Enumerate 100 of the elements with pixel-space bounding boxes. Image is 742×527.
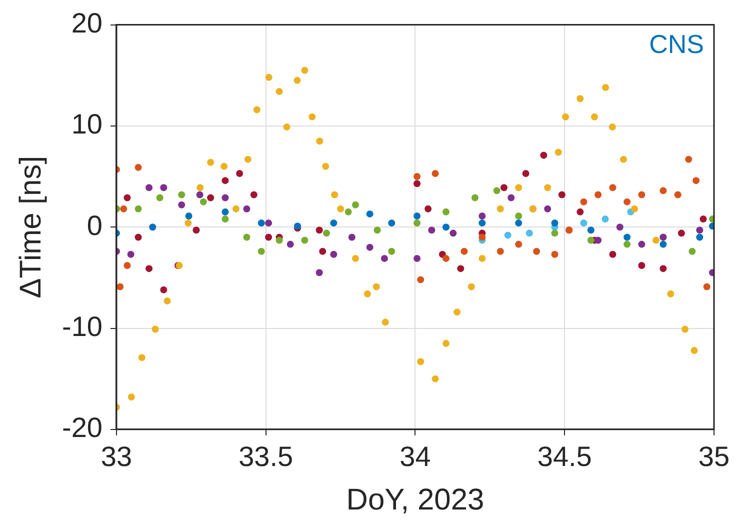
point	[156, 194, 164, 202]
point	[500, 184, 508, 192]
point	[674, 191, 682, 198]
point	[540, 152, 548, 159]
point	[608, 123, 616, 130]
point	[478, 234, 486, 241]
point	[493, 187, 500, 194]
point	[374, 226, 381, 234]
point	[380, 254, 388, 262]
point	[258, 248, 265, 255]
point	[678, 230, 685, 237]
point	[576, 95, 584, 102]
point	[609, 250, 616, 258]
point	[428, 226, 436, 234]
y-tick-label: 10	[71, 108, 102, 140]
point	[236, 170, 244, 177]
y-tick-label: 0	[86, 210, 102, 241]
point	[207, 158, 214, 166]
point	[366, 244, 374, 251]
x-axis-title: DoY, 2023	[346, 483, 484, 516]
point	[244, 156, 252, 163]
y-tick-label: 20	[71, 8, 102, 39]
point	[149, 224, 156, 231]
point	[551, 230, 558, 237]
point	[152, 326, 159, 333]
point	[124, 262, 131, 270]
point	[620, 156, 627, 163]
point	[323, 230, 330, 237]
point	[294, 76, 301, 84]
point	[337, 205, 344, 212]
point	[533, 248, 540, 255]
point	[184, 220, 192, 227]
point	[134, 164, 142, 171]
point	[265, 220, 272, 227]
point	[685, 156, 692, 163]
point	[322, 162, 330, 170]
point	[232, 205, 240, 212]
point	[348, 234, 356, 241]
point	[624, 198, 631, 206]
point	[414, 212, 421, 220]
point	[496, 248, 504, 255]
point	[631, 205, 638, 212]
point	[330, 250, 338, 258]
point	[442, 208, 450, 216]
point	[496, 205, 504, 212]
x-tick-label: 33.5	[238, 440, 294, 472]
point	[120, 205, 128, 212]
point	[660, 240, 667, 248]
x-tick-label: 34	[400, 440, 431, 472]
point	[316, 138, 324, 145]
point	[331, 191, 338, 198]
point	[652, 236, 660, 244]
point	[417, 358, 424, 366]
point	[551, 220, 558, 227]
point	[250, 191, 258, 198]
point	[258, 220, 265, 227]
point	[414, 254, 421, 262]
point	[301, 236, 308, 244]
text: CNS	[649, 28, 704, 59]
point	[700, 216, 707, 223]
y-axis-title: ΔTime [ns]	[14, 156, 48, 298]
point	[146, 184, 153, 192]
point	[587, 226, 594, 234]
point	[382, 318, 389, 326]
point	[457, 265, 464, 272]
point	[253, 106, 260, 114]
point	[222, 216, 229, 223]
point	[554, 148, 562, 156]
point	[138, 354, 146, 362]
point	[696, 234, 704, 241]
point	[432, 170, 439, 177]
point	[587, 236, 594, 244]
point	[468, 283, 475, 290]
point	[364, 290, 371, 298]
point	[508, 194, 515, 202]
x-tick-label: 35	[698, 440, 730, 472]
point	[276, 88, 283, 96]
point	[602, 216, 609, 223]
point	[638, 262, 646, 270]
point	[624, 240, 631, 248]
point	[660, 265, 667, 272]
point	[580, 198, 588, 206]
point	[515, 220, 522, 227]
y-tick-label: -20	[62, 412, 102, 444]
point	[243, 205, 250, 212]
point	[442, 340, 450, 347]
point	[128, 394, 135, 401]
point	[576, 208, 584, 216]
point	[460, 248, 468, 255]
point	[286, 240, 294, 248]
point	[515, 184, 522, 192]
point	[276, 236, 283, 244]
point	[265, 74, 272, 81]
point	[696, 226, 704, 234]
point	[196, 191, 204, 198]
point	[690, 347, 698, 354]
point	[414, 180, 421, 188]
x-tick-label: 34.5	[537, 440, 592, 472]
point	[471, 194, 478, 202]
point	[624, 234, 631, 241]
